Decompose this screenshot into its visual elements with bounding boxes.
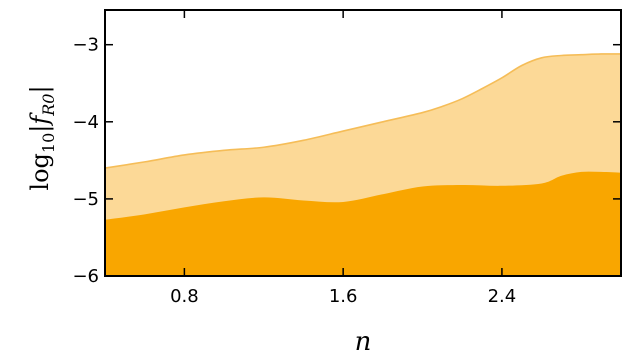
y-axis-label-bar-right: | xyxy=(26,85,55,93)
y-tick-label: −5 xyxy=(72,189,99,210)
series-1-area xyxy=(105,171,621,276)
y-tick-label: −3 xyxy=(72,35,99,56)
x-tick-label: 2.4 xyxy=(488,286,517,307)
y-axis-label: log10|fR0| xyxy=(26,85,58,190)
y-axis-label-log-subscript: 10 xyxy=(39,133,58,153)
y-axis-label-log: log xyxy=(26,153,54,191)
y-tick-label: −6 xyxy=(72,266,99,287)
x-tick-label: 1.6 xyxy=(329,286,358,307)
plot-frame xyxy=(104,9,622,277)
x-axis-label: n xyxy=(355,327,372,356)
plot-area xyxy=(104,53,622,276)
x-tick-label: 0.8 xyxy=(170,286,199,307)
y-axis-label-bar-left: | xyxy=(26,125,55,133)
ticks: 0.8 1.6 2.4 −3 −4 −5 −6 xyxy=(72,10,621,307)
y-tick-label: −4 xyxy=(72,112,99,133)
series-0-edge xyxy=(104,53,622,169)
y-axis-label-f-subscript: R0 xyxy=(39,94,58,117)
